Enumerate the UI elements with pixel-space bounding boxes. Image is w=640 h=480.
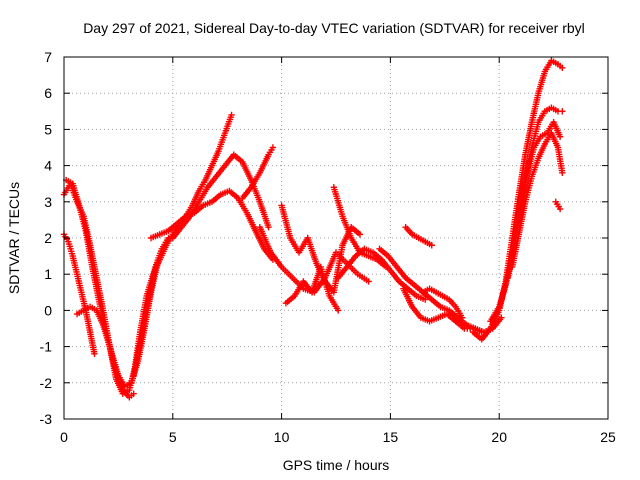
- x-tick-label: 5: [169, 429, 177, 445]
- y-axis-title: SDTVAR / TECUs: [6, 182, 22, 294]
- data-point-marker: [556, 205, 564, 213]
- y-tick-label: 1: [44, 266, 52, 282]
- x-axis-title: GPS time / hours: [283, 457, 390, 473]
- data-point-marker: [559, 169, 566, 177]
- data-point-marker: [428, 242, 435, 249]
- data-point-marker: [556, 133, 564, 140]
- y-axis-ticks: -3 -2 -1 0 1 2 3 4 5 6 7: [40, 49, 608, 427]
- x-tick-label: 10: [274, 429, 290, 445]
- data-point-marker: [422, 296, 429, 303]
- series-track-13: [334, 245, 429, 303]
- x-tick-label: 15: [383, 429, 399, 445]
- y-tick-label: 6: [44, 85, 52, 101]
- data-point-marker: [228, 111, 235, 119]
- series-track-21: [509, 129, 566, 271]
- series-track-16: [419, 285, 466, 321]
- series-track-4: [73, 303, 137, 401]
- data-point-marker: [334, 307, 342, 314]
- x-tick-label: 0: [60, 429, 68, 445]
- chart-title: Day 297 of 2021, Sidereal Day-to-day VTE…: [83, 20, 585, 36]
- data-point-marker: [356, 231, 364, 238]
- y-tick-label: -3: [40, 411, 53, 427]
- data-point-marker: [459, 314, 466, 321]
- y-tick-label: 3: [44, 194, 52, 210]
- y-tick-label: 0: [44, 302, 52, 318]
- series-track-6: [147, 187, 277, 263]
- data-point-marker: [130, 390, 137, 397]
- y-tick-label: 4: [44, 158, 52, 174]
- y-tick-label: 5: [44, 121, 52, 137]
- data-point-marker: [498, 314, 505, 321]
- series-track-3: [60, 231, 98, 358]
- y-tick-label: 7: [44, 49, 52, 65]
- x-axis-ticks: 0 5 10 15 20 25: [60, 57, 616, 445]
- series-track-15: [400, 285, 485, 336]
- data-point-marker: [269, 144, 277, 151]
- series-track-18: [469, 57, 566, 343]
- y-tick-label: -1: [40, 339, 53, 355]
- data-point-marker: [559, 64, 566, 72]
- series-track-10: [278, 202, 364, 296]
- y-tick-label: -2: [40, 375, 53, 391]
- data-point-marker: [478, 328, 485, 336]
- x-tick-label: 25: [600, 429, 616, 445]
- data-point-marker: [365, 278, 372, 285]
- series-track-22: [552, 198, 564, 213]
- data-series: [60, 57, 566, 401]
- series-track-17: [402, 223, 435, 249]
- data-point-marker: [559, 108, 566, 115]
- data-point-marker: [265, 223, 272, 231]
- series-track-11: [282, 263, 342, 314]
- x-tick-label: 20: [491, 429, 507, 445]
- series-track-8: [239, 144, 277, 202]
- data-point-marker: [91, 350, 98, 358]
- y-tick-label: 2: [44, 230, 52, 246]
